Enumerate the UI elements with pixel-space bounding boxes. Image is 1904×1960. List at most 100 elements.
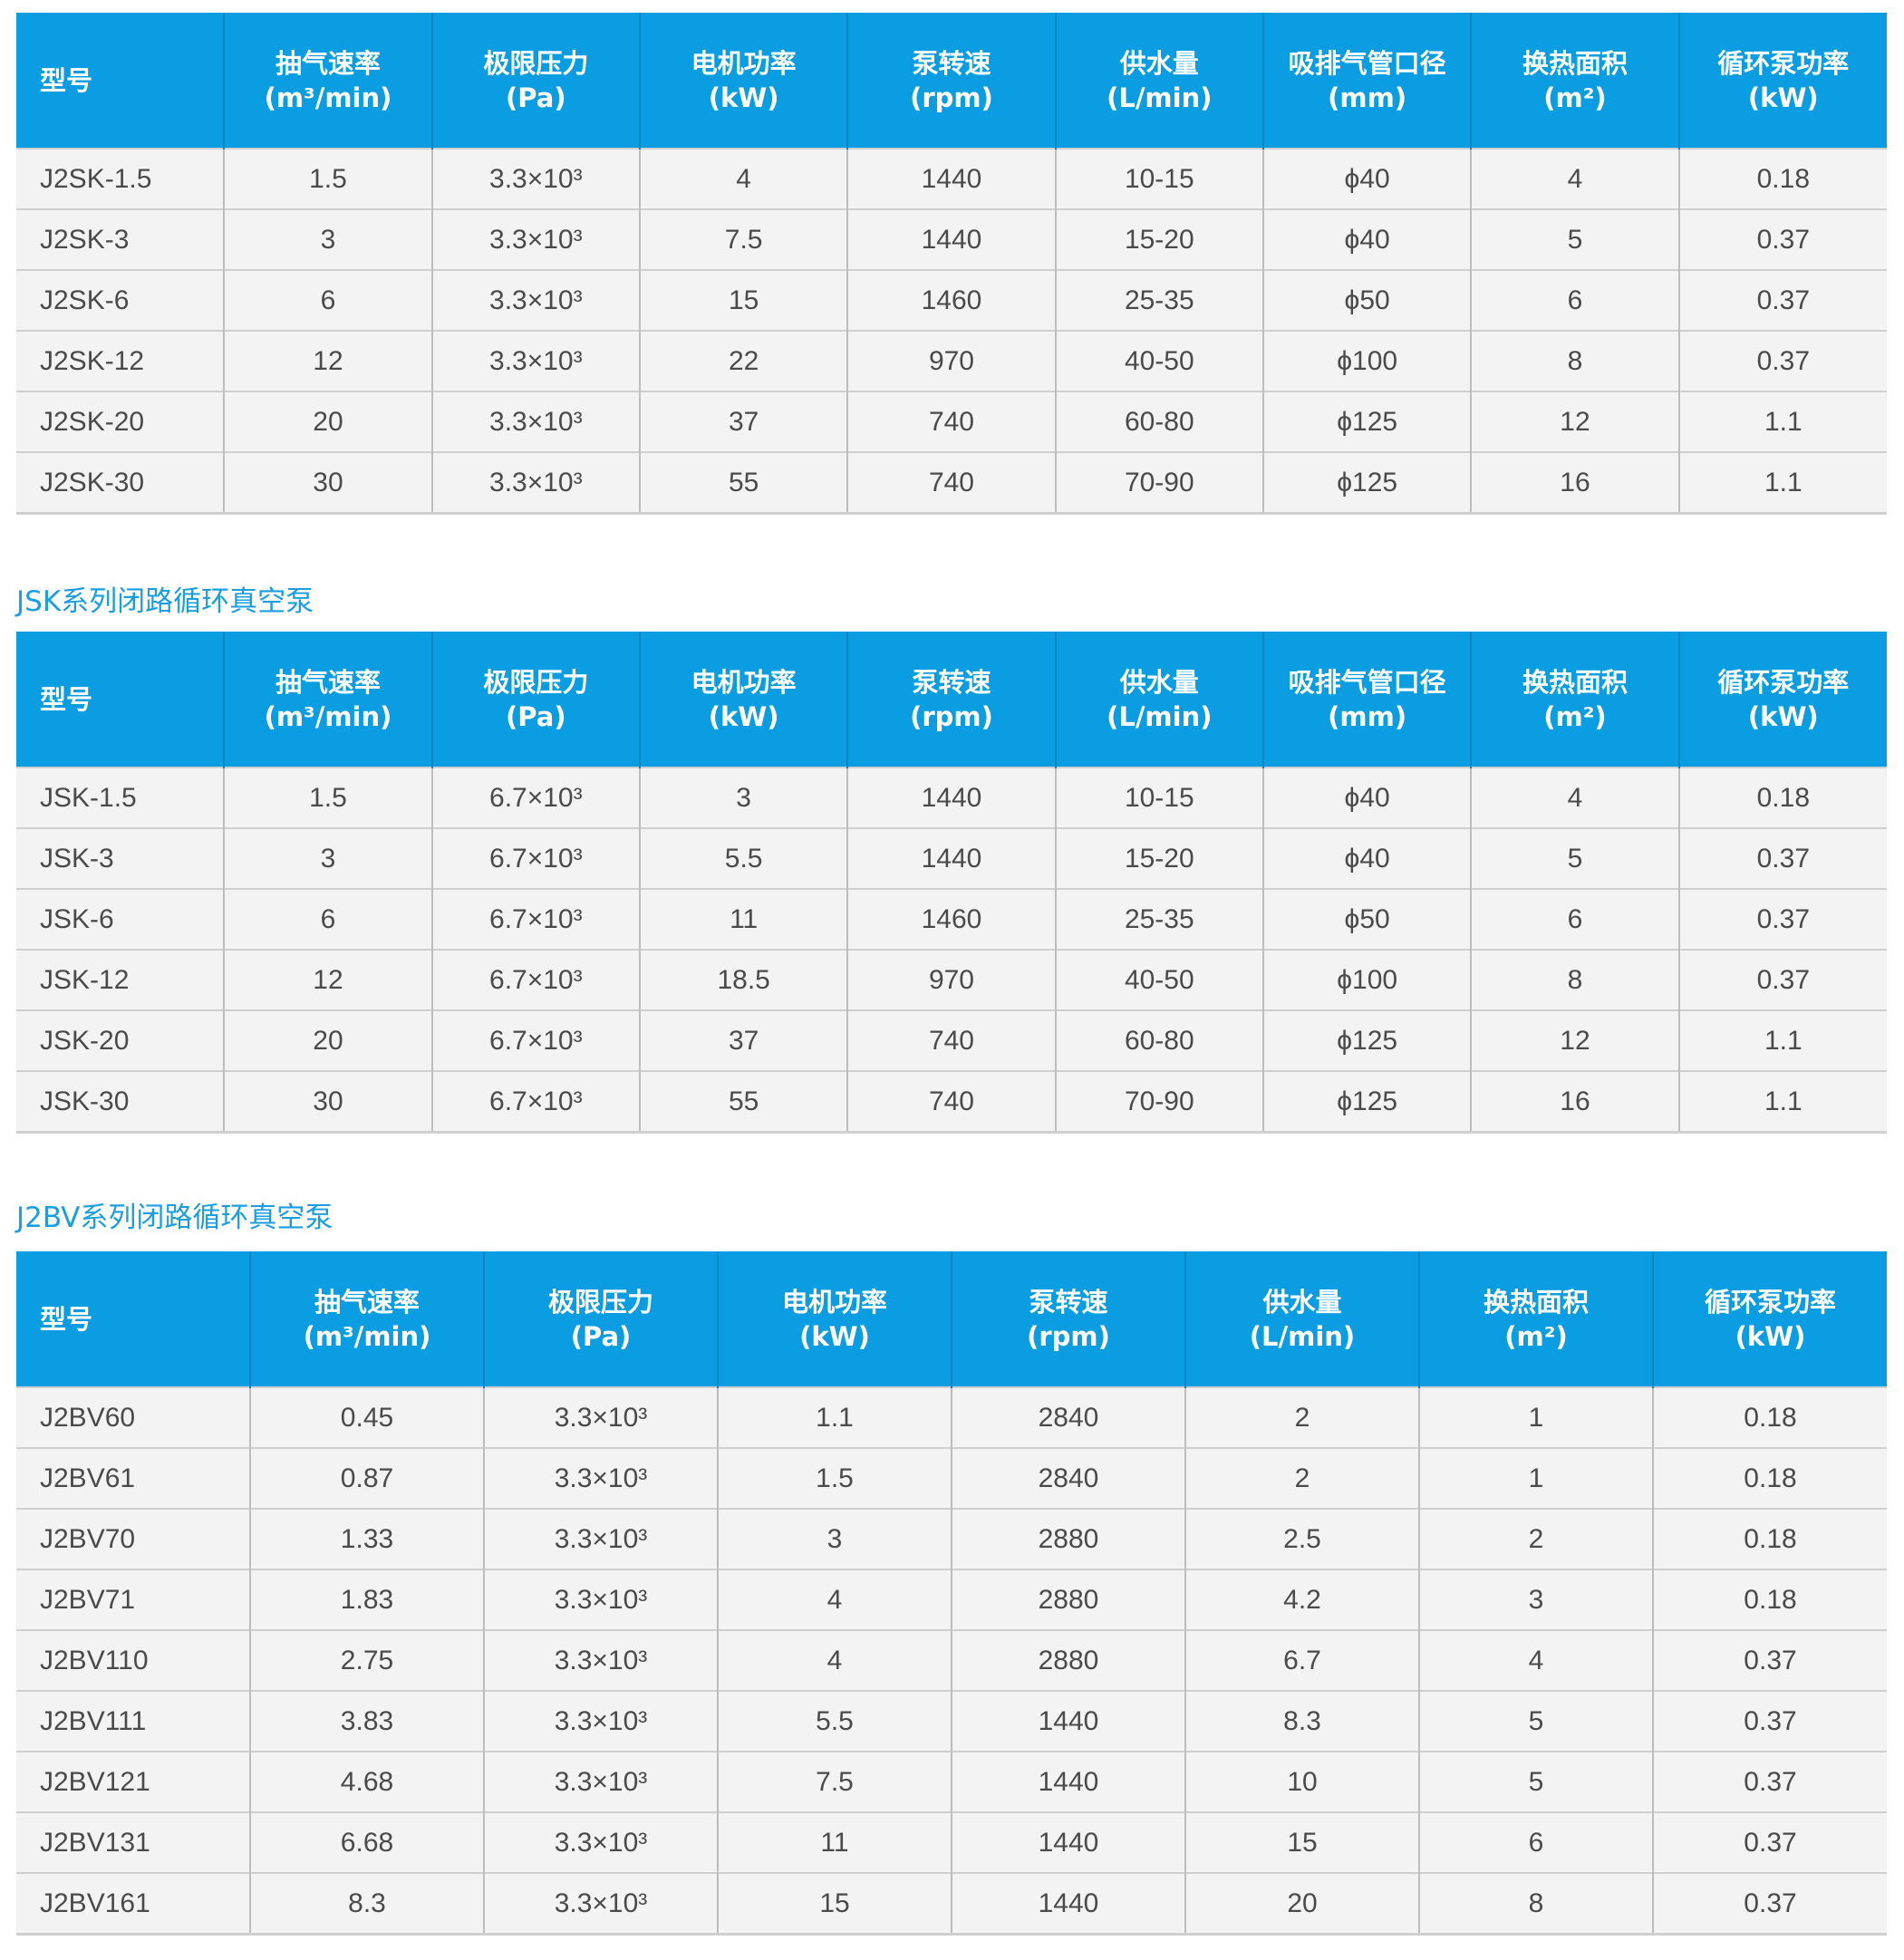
- value-cell: 6.7×10³: [430, 949, 640, 1010]
- value-cell: 6.7×10³: [430, 827, 640, 889]
- column-header-label: 型号: [40, 683, 93, 715]
- column-header-label: 极限压力: [483, 666, 589, 698]
- value-cell: 11: [717, 1811, 952, 1873]
- value-cell: 3.3×10³: [483, 1569, 718, 1630]
- value-cell: 10: [1184, 1751, 1419, 1812]
- header-row: 型号 抽气速率 (m³/min) 极限压力 (Pa) 电机功率 (kW) 泵转速 (rpm) 供水…: [16, 13, 1887, 149]
- column-header-label: 电机功率: [691, 666, 797, 698]
- value-cell: 12: [223, 949, 432, 1010]
- column-header: 极限压力 (Pa): [430, 13, 640, 149]
- value-cell: 15: [717, 1872, 952, 1936]
- column-header: 供水量 (L/min): [1054, 13, 1263, 149]
- column-header: 换热面积 (m²): [1470, 632, 1679, 768]
- value-cell: 1440: [846, 208, 1056, 270]
- value-cell: 6.7: [1184, 1629, 1419, 1691]
- value-cell: 4: [1418, 1629, 1653, 1691]
- table-row: JSK-30 30 6.7×10³ 55 740 70-90 ϕ125 16 1.1: [16, 1070, 1887, 1134]
- value-cell: 4: [717, 1569, 952, 1630]
- value-cell: 16: [1470, 1070, 1679, 1134]
- value-cell: 3.3×10³: [483, 1629, 718, 1691]
- value-cell: 6.7×10³: [430, 767, 640, 828]
- value-cell: 10-15: [1054, 148, 1263, 209]
- value-cell: 5: [1418, 1690, 1653, 1752]
- column-header: 泵转速 (rpm): [846, 632, 1056, 768]
- header-row: 型号 抽气速率 (m³/min) 极限压力 (Pa) 电机功率 (kW) 泵转速 (rpm) 供水…: [16, 1251, 1887, 1387]
- value-cell: 6.7×10³: [430, 1009, 640, 1071]
- value-cell: 1.1: [717, 1386, 952, 1448]
- table-row: J2BV70 1.33 3.3×10³ 3 2880 2.5 2 0.18: [16, 1508, 1887, 1569]
- column-header-unit: (rpm): [1027, 1320, 1110, 1352]
- column-header-label: 循环泵功率: [1717, 47, 1850, 79]
- value-cell: 6.7×10³: [430, 888, 640, 950]
- value-cell: 8: [1470, 949, 1679, 1010]
- column-header-label: 泵转速: [1029, 1286, 1108, 1318]
- value-cell: 0.37: [1677, 888, 1887, 950]
- column-header: 电机功率 (kW): [717, 1251, 952, 1387]
- column-header: 型号: [16, 632, 225, 768]
- model-cell: JSK-20: [16, 1009, 225, 1071]
- header-row: 型号 抽气速率 (m³/min) 极限压力 (Pa) 电机功率 (kW) 泵转速 (rpm) 供水…: [16, 632, 1887, 768]
- value-cell: ϕ125: [1261, 391, 1472, 452]
- value-cell: 6: [1418, 1811, 1653, 1873]
- column-header-label: 泵转速: [912, 666, 991, 698]
- column-header-label: 换热面积: [1522, 47, 1628, 79]
- column-header-unit: (kW): [799, 1320, 870, 1352]
- value-cell: 0.37: [1652, 1751, 1887, 1812]
- value-cell: 2880: [951, 1629, 1185, 1691]
- value-cell: 6.68: [249, 1811, 484, 1873]
- model-cell: J2SK-12: [16, 330, 225, 391]
- value-cell: 970: [846, 330, 1056, 391]
- value-cell: 12: [223, 330, 432, 391]
- column-header-unit: (kW): [708, 82, 779, 113]
- table-row: JSK-20 20 6.7×10³ 37 740 60-80 ϕ125 12 1.1: [16, 1009, 1887, 1071]
- value-cell: 3.3×10³: [430, 208, 640, 270]
- column-header-unit: (mm): [1328, 82, 1407, 113]
- value-cell: 1.5: [223, 767, 432, 828]
- value-cell: 4.2: [1184, 1569, 1419, 1630]
- model-cell: JSK-6: [16, 888, 225, 950]
- column-header: 电机功率 (kW): [638, 632, 848, 768]
- value-cell: 1440: [846, 148, 1056, 209]
- column-header-unit: (m³/min): [264, 82, 392, 113]
- value-cell: 0.18: [1677, 148, 1887, 209]
- column-header-unit: (m³/min): [303, 1320, 431, 1352]
- value-cell: 1.83: [249, 1569, 484, 1630]
- value-cell: ϕ40: [1261, 767, 1472, 828]
- column-header-label: 抽气速率: [275, 666, 381, 698]
- value-cell: 4: [1470, 767, 1679, 828]
- j2bv-spec-table: 型号 抽气速率 (m³/min) 极限压力 (Pa) 电机功率 (kW) 泵转速 (rpm) 供水…: [16, 1251, 1887, 1936]
- table-row: J2SK-20 20 3.3×10³ 37 740 60-80 ϕ125 12 1.1: [16, 391, 1887, 452]
- table-row: J2BV161 8.3 3.3×10³ 15 1440 20 8 0.37: [16, 1872, 1887, 1936]
- value-cell: 3.3×10³: [430, 330, 640, 391]
- value-cell: 1: [1418, 1386, 1653, 1448]
- value-cell: 740: [846, 1009, 1056, 1071]
- column-header-unit: (rpm): [910, 700, 993, 732]
- column-header-unit: (kW): [708, 700, 779, 732]
- value-cell: 1: [1418, 1447, 1653, 1509]
- column-header-unit: (kW): [1735, 1320, 1806, 1352]
- value-cell: 15-20: [1054, 208, 1263, 270]
- column-header: 泵转速 (rpm): [951, 1251, 1185, 1387]
- value-cell: ϕ100: [1261, 330, 1472, 391]
- value-cell: 5.5: [717, 1690, 952, 1752]
- value-cell: ϕ50: [1261, 269, 1472, 331]
- value-cell: 0.37: [1677, 208, 1887, 270]
- column-header: 抽气速率 (m³/min): [249, 1251, 484, 1387]
- column-header-label: 循环泵功率: [1717, 666, 1850, 698]
- value-cell: 0.87: [249, 1447, 484, 1509]
- column-header-label: 电机功率: [691, 47, 797, 79]
- value-cell: 8: [1418, 1872, 1653, 1936]
- value-cell: 3.3×10³: [430, 269, 640, 331]
- value-cell: 3.83: [249, 1690, 484, 1752]
- column-header-label: 供水量: [1119, 47, 1199, 79]
- column-header-label: 泵转速: [912, 47, 991, 79]
- jsk-section-title: JSK系列闭路循环真空泵: [16, 585, 314, 618]
- value-cell: 3.3×10³: [483, 1508, 718, 1569]
- value-cell: 1.5: [223, 148, 432, 209]
- value-cell: 55: [638, 1070, 848, 1134]
- value-cell: 3.3×10³: [430, 451, 640, 515]
- model-cell: J2BV111: [16, 1690, 250, 1752]
- table-row: J2BV60 0.45 3.3×10³ 1.1 2840 2 1 0.18: [16, 1386, 1887, 1448]
- column-header-label: 型号: [40, 1303, 93, 1335]
- column-header-unit: (m²): [1504, 1320, 1568, 1352]
